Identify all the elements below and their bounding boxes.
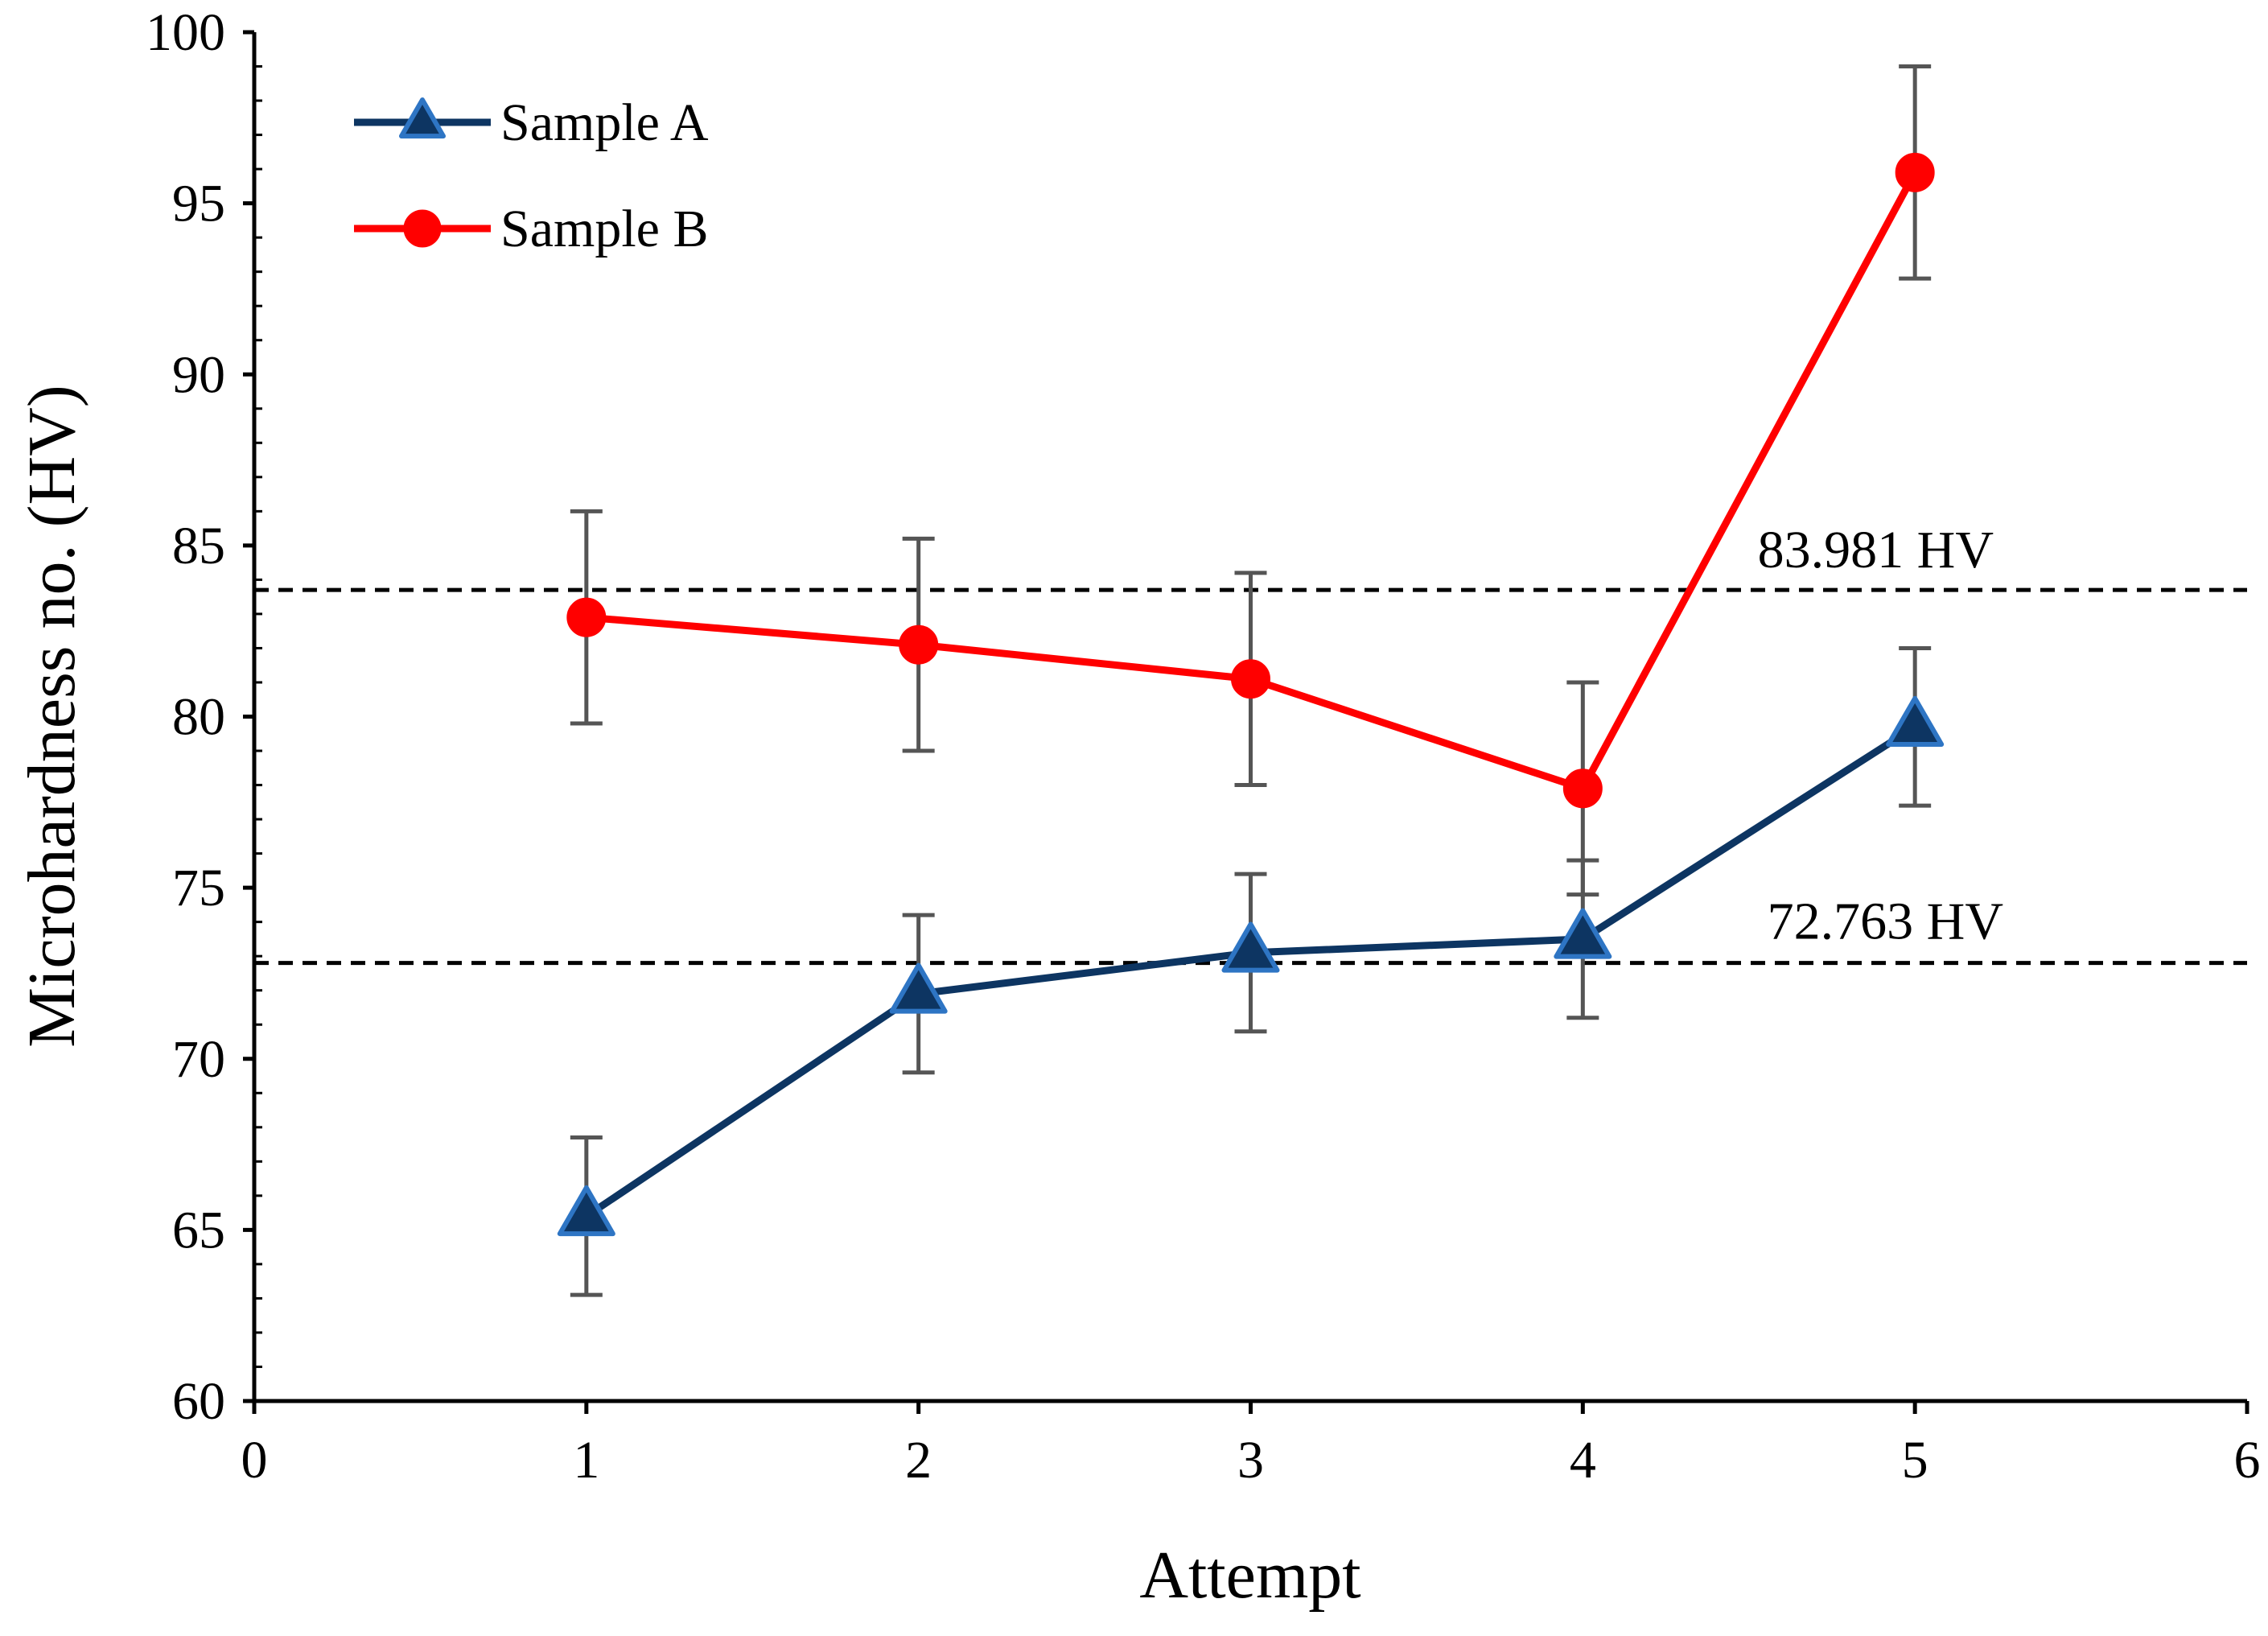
x-ticks: 0 1 2 3 4 5 6 <box>241 1401 2261 1490</box>
y-axis-title: Microhardness no. (HV) <box>14 385 89 1047</box>
legend-label: Sample A <box>500 93 709 152</box>
x-tick-label: 6 <box>2234 1431 2261 1490</box>
x-tick-label: 1 <box>573 1431 599 1490</box>
data-point-circle <box>1562 769 1603 809</box>
data-point-triangle <box>1886 695 1945 747</box>
data-point-triangle <box>399 97 446 139</box>
y-tick-label: 80 <box>172 688 225 747</box>
data-markers <box>557 152 1945 1237</box>
y-tick-label: 100 <box>146 3 225 62</box>
data-point-triangle <box>889 962 948 1014</box>
data-point-triangle <box>557 1185 615 1237</box>
y-tick-label: 65 <box>172 1201 225 1259</box>
legend-swatch-marker <box>403 209 442 248</box>
y-tick-label: 85 <box>172 517 225 575</box>
data-point-circle <box>899 624 939 665</box>
data-point-circle <box>1895 152 1935 192</box>
y-tick-label: 70 <box>172 1030 225 1089</box>
x-tick-label: 4 <box>1570 1431 1596 1490</box>
x-axis-title: Attempt <box>1139 1538 1360 1613</box>
y-tick-label: 60 <box>172 1372 225 1431</box>
data-point-circle <box>566 597 607 637</box>
legend: Sample A Sample B <box>354 93 709 258</box>
reference-line-label: 83.981 HV <box>1758 521 1994 579</box>
legend-label: Sample B <box>500 200 709 258</box>
data-point-triangle <box>1221 921 1280 973</box>
x-tick-label: 2 <box>905 1431 932 1490</box>
data-point-circle <box>1231 659 1270 699</box>
y-tick-label: 95 <box>172 175 225 233</box>
x-tick-label: 3 <box>1237 1431 1264 1490</box>
legend-item: Sample A <box>354 93 709 152</box>
y-ticks: 60 65 70 75 80 85 90 95 100 <box>146 3 262 1431</box>
x-tick-label: 5 <box>1902 1431 1928 1490</box>
reference-line-label: 72.763 HV <box>1768 892 2003 951</box>
data-point-triangle <box>1554 908 1612 959</box>
y-tick-label: 75 <box>172 859 225 917</box>
x-tick-label: 0 <box>241 1431 268 1490</box>
legend-item: Sample B <box>354 200 709 258</box>
y-tick-label: 90 <box>172 345 225 404</box>
